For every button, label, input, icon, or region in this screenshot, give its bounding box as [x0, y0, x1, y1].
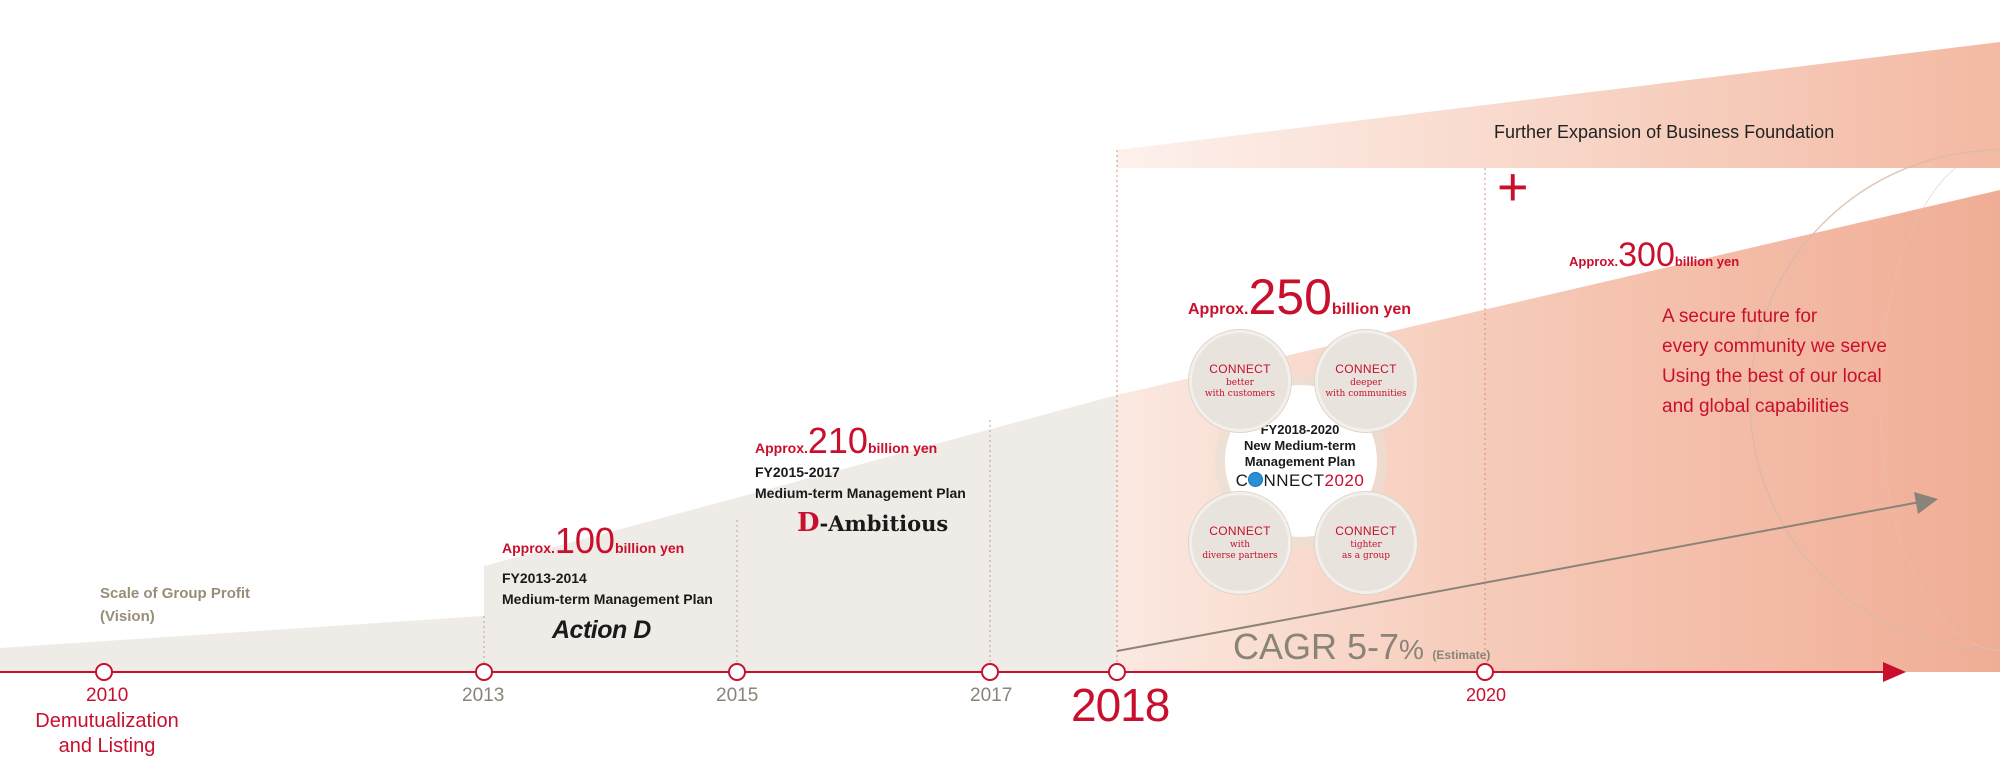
growth-wedge-beige	[0, 395, 1117, 672]
connect-bubble-partners: CONNECT with diverse partners	[1189, 492, 1291, 594]
year-2017: 2017	[970, 685, 1013, 706]
cagr-label: CAGR 5-7% (Estimate)	[1233, 626, 1491, 667]
expansion-band	[1117, 42, 2000, 168]
vision-label: Scale of Group Profit (Vision)	[100, 585, 251, 625]
globe-outline	[1749, 149, 2000, 651]
profit-100: Approx.100billion yen	[502, 520, 685, 561]
plan-2018-2020: FY2018-2020 New Medium-term Management P…	[1185, 422, 1415, 489]
connect-bubble-group: CONNECT tighter as a group	[1315, 492, 1417, 594]
node-2017	[981, 663, 999, 681]
year-2018: 2018	[1071, 679, 1170, 731]
year-2013: 2013	[462, 685, 505, 706]
plan-2015-2017: FY2015-2017 Medium-term Management Plan	[755, 464, 966, 501]
expansion-label: Further Expansion of Business Foundation	[1494, 122, 1835, 142]
profit-210-value: 210	[807, 420, 868, 461]
profit-250-value: 250	[1248, 269, 1332, 325]
year-2010-caption: Demutualization and Listing	[35, 710, 179, 757]
profit-100-value: 100	[554, 520, 615, 561]
future-statement: A secure future for every community we s…	[1662, 306, 1887, 417]
profit-300: Approx.300billion yen	[1569, 236, 1740, 274]
cagr-arrow	[1116, 501, 1921, 652]
connect-bubble-customers: CONNECT better with customers	[1189, 330, 1291, 432]
node-2020	[1476, 663, 1494, 681]
node-2018	[1108, 663, 1126, 681]
profit-250: Approx.250billion yen	[1188, 269, 1412, 325]
year-2015: 2015	[716, 685, 759, 706]
year-2010: 2010	[86, 685, 129, 706]
node-2010	[95, 663, 113, 681]
action-d-logo: Action D	[552, 616, 651, 644]
node-2015	[728, 663, 746, 681]
connect2020-logo: C NNECT2020	[1235, 471, 1365, 490]
plus-icon: +	[1497, 157, 1529, 217]
profit-300-value: 300	[1618, 236, 1675, 274]
plan-2013-2014: FY2013-2014 Medium-term Management Plan	[502, 570, 713, 607]
profit-210: Approx.210billion yen	[755, 420, 938, 461]
connect-2020-diagram: FY2018-2020 New Medium-term Management P…	[1185, 330, 1417, 594]
timeline-arrowhead	[1883, 662, 1906, 682]
connect-bubble-communities: CONNECT deeper with communities	[1315, 330, 1417, 432]
globe-icon	[1248, 472, 1264, 487]
node-2013	[475, 663, 493, 681]
year-2020: 2020	[1466, 685, 1507, 705]
d-ambitious-logo: D-Ambitious	[797, 508, 949, 538]
